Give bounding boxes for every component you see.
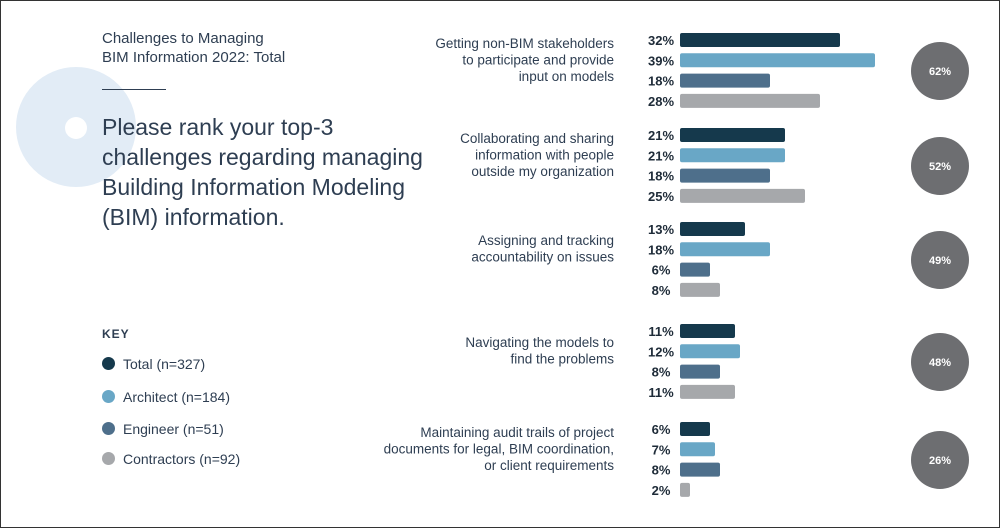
category-label-line: to participate and provide <box>462 52 614 67</box>
bar <box>680 262 710 277</box>
data-label: 6% <box>652 263 671 278</box>
category-label-line: Maintaining audit trails of project <box>420 425 614 440</box>
summary-value: 26% <box>929 455 951 467</box>
chart-subtitle: Challenges to Managing BIM Information 2… <box>102 30 286 66</box>
category-label-line: input on models <box>519 69 615 84</box>
bar <box>680 344 740 359</box>
key-label-engineer: Engineer (n=51) <box>123 421 224 437</box>
data-label: 7% <box>652 442 671 457</box>
key-dot-engineer <box>102 422 115 435</box>
bar <box>680 33 840 47</box>
summary-value: 52% <box>929 161 951 173</box>
key-dot-architect <box>102 390 115 403</box>
data-label: 8% <box>652 365 671 380</box>
category-label-line: documents for legal, BIM coordination, <box>384 441 614 456</box>
summary-circle <box>911 136 969 195</box>
bar <box>680 222 745 236</box>
question-text: Please rank your top-3 challenges regard… <box>102 114 423 230</box>
bar <box>680 188 805 203</box>
bar <box>680 364 720 379</box>
summary-circle <box>911 332 969 391</box>
bar <box>680 462 720 477</box>
summary-circle <box>911 41 969 100</box>
summary-circle <box>911 230 969 289</box>
summary-circle <box>911 430 969 489</box>
bar <box>680 53 875 68</box>
category-label: Collaborating and sharing information wit… <box>460 131 614 179</box>
data-label: 21% <box>648 148 674 163</box>
data-label: 25% <box>648 189 674 204</box>
key-label-contractors: Contractors (n=92) <box>123 451 241 467</box>
bar <box>680 242 770 257</box>
key-dot-total <box>102 357 115 370</box>
data-label: 18% <box>648 74 674 89</box>
category-label: Maintaining audit trails of project docum… <box>384 425 615 473</box>
title-divider <box>102 89 166 90</box>
summary-value: 48% <box>929 357 951 369</box>
bar <box>680 482 690 497</box>
summary-value: 49% <box>929 255 951 267</box>
category-label-line: Assigning and tracking <box>478 233 614 248</box>
key-label-total: Total (n=327) <box>123 356 206 372</box>
bar <box>680 324 735 338</box>
key-label-architect: Architect (n=184) <box>123 389 230 405</box>
bar <box>680 282 720 297</box>
category-label: Getting non-BIM stakeholders to participa… <box>435 36 614 84</box>
summary-value: 62% <box>929 66 951 78</box>
bar <box>680 422 710 436</box>
category-label: Assigning and tracking accountability on … <box>471 233 614 265</box>
category-label-line: information with people <box>475 147 614 162</box>
category-label-line: accountability on issues <box>471 250 614 265</box>
category-label: Navigating the models to find the problem… <box>465 335 614 367</box>
category-label-line: Getting non-BIM stakeholders <box>435 36 614 51</box>
data-label: 18% <box>648 169 674 184</box>
data-label: 12% <box>648 344 674 359</box>
bar <box>680 128 785 142</box>
bar <box>680 73 770 88</box>
data-label: 21% <box>648 128 674 143</box>
category-label-line: outside my organization <box>471 164 614 179</box>
category-label-line: or client requirements <box>484 458 614 473</box>
data-label: 28% <box>648 94 674 109</box>
data-label: 11% <box>648 324 674 339</box>
category-label-line: Navigating the models to <box>465 335 614 350</box>
bar <box>680 168 770 183</box>
decorative-circle-hole <box>65 117 87 139</box>
data-label: 2% <box>652 483 671 498</box>
bar <box>680 384 735 399</box>
data-label: 11% <box>648 385 674 400</box>
key-dot-contractors <box>102 452 115 465</box>
data-label: 6% <box>652 422 671 437</box>
bar <box>680 93 820 108</box>
data-label: 13% <box>648 222 674 237</box>
key-title: KEY <box>102 327 130 341</box>
data-label: 32% <box>648 33 674 48</box>
data-label: 8% <box>652 283 671 298</box>
category-label-line: find the problems <box>510 352 614 367</box>
data-label: 39% <box>648 53 674 68</box>
data-label: 8% <box>652 463 671 478</box>
data-label: 18% <box>648 242 674 257</box>
bar <box>680 442 715 457</box>
bar <box>680 148 785 163</box>
category-label-line: Collaborating and sharing <box>460 131 614 146</box>
